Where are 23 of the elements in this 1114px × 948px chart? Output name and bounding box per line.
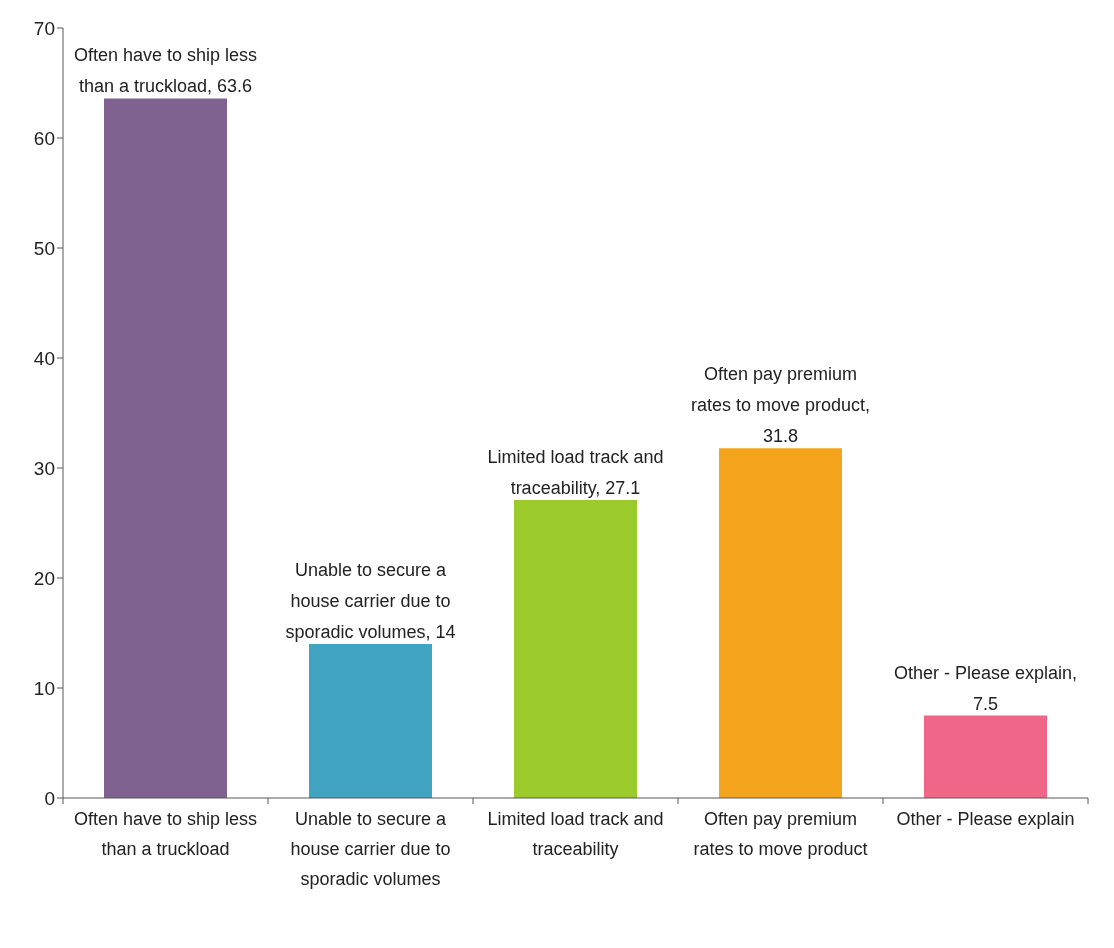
bar xyxy=(514,499,637,798)
y-tick-label: 30 xyxy=(33,457,55,479)
x-tick-label: Unable to secure a house carrier due to sporadic volumes xyxy=(290,808,451,889)
bar xyxy=(309,644,432,798)
data-label: Often have to ship less than a truckload, 63.6 xyxy=(73,45,258,97)
bar xyxy=(104,98,227,798)
data-label: Limited load track and traceability, 27.1 xyxy=(487,446,664,498)
bar xyxy=(719,448,842,798)
y-tick-label: 20 xyxy=(33,567,55,589)
x-tick-label: Often pay premium rates to move product xyxy=(693,808,868,859)
x-tick-label: Often have to ship less than a truckload xyxy=(73,808,258,859)
x-tick-label: Limited load track and traceability xyxy=(487,808,664,859)
data-label: Other - Please explain, 7.5 xyxy=(893,662,1078,714)
y-tick-label: 50 xyxy=(33,237,55,259)
y-tick-label: 60 xyxy=(33,127,55,149)
y-tick-label: 10 xyxy=(33,677,55,699)
data-label: Unable to secure a house carrier due to sporadic volumes, 14 xyxy=(285,560,456,642)
y-tick-label: 70 xyxy=(33,17,55,39)
data-label: Often pay premium rates to move product, 31.8 xyxy=(690,364,871,447)
y-tick-label: 40 xyxy=(33,347,55,369)
x-tick-label: Other - Please explain xyxy=(896,808,1075,829)
y-tick-label: 0 xyxy=(44,787,55,809)
bar xyxy=(924,715,1047,798)
